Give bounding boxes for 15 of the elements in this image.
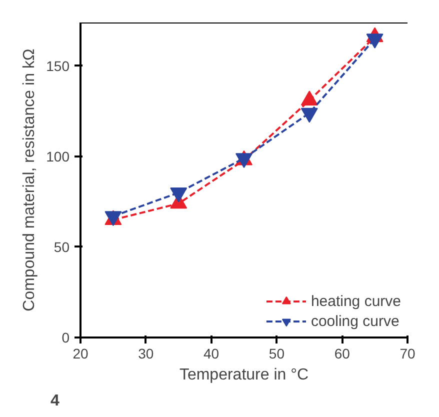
y-tick-label: 50: [54, 238, 70, 255]
x-tick-label: 20: [72, 346, 88, 362]
x-tick-label: 60: [334, 346, 350, 362]
y-tick-label: 100: [46, 148, 70, 164]
x-tick-label: 30: [138, 346, 154, 362]
legend-label: cooling curve: [310, 312, 400, 330]
x-axis-title: Temperature in °C: [179, 366, 309, 384]
y-axis-title: Compound material, resistance in kΩ: [21, 48, 38, 312]
x-tick-label: 40: [204, 346, 220, 362]
x-tick-label: 70: [400, 346, 416, 362]
text: 4: [50, 392, 60, 410]
y-tick-label: 150: [46, 58, 70, 74]
legend-label: heating curve: [310, 292, 401, 310]
y-tick-label: 0: [62, 330, 70, 346]
x-tick-label: 50: [268, 346, 285, 362]
